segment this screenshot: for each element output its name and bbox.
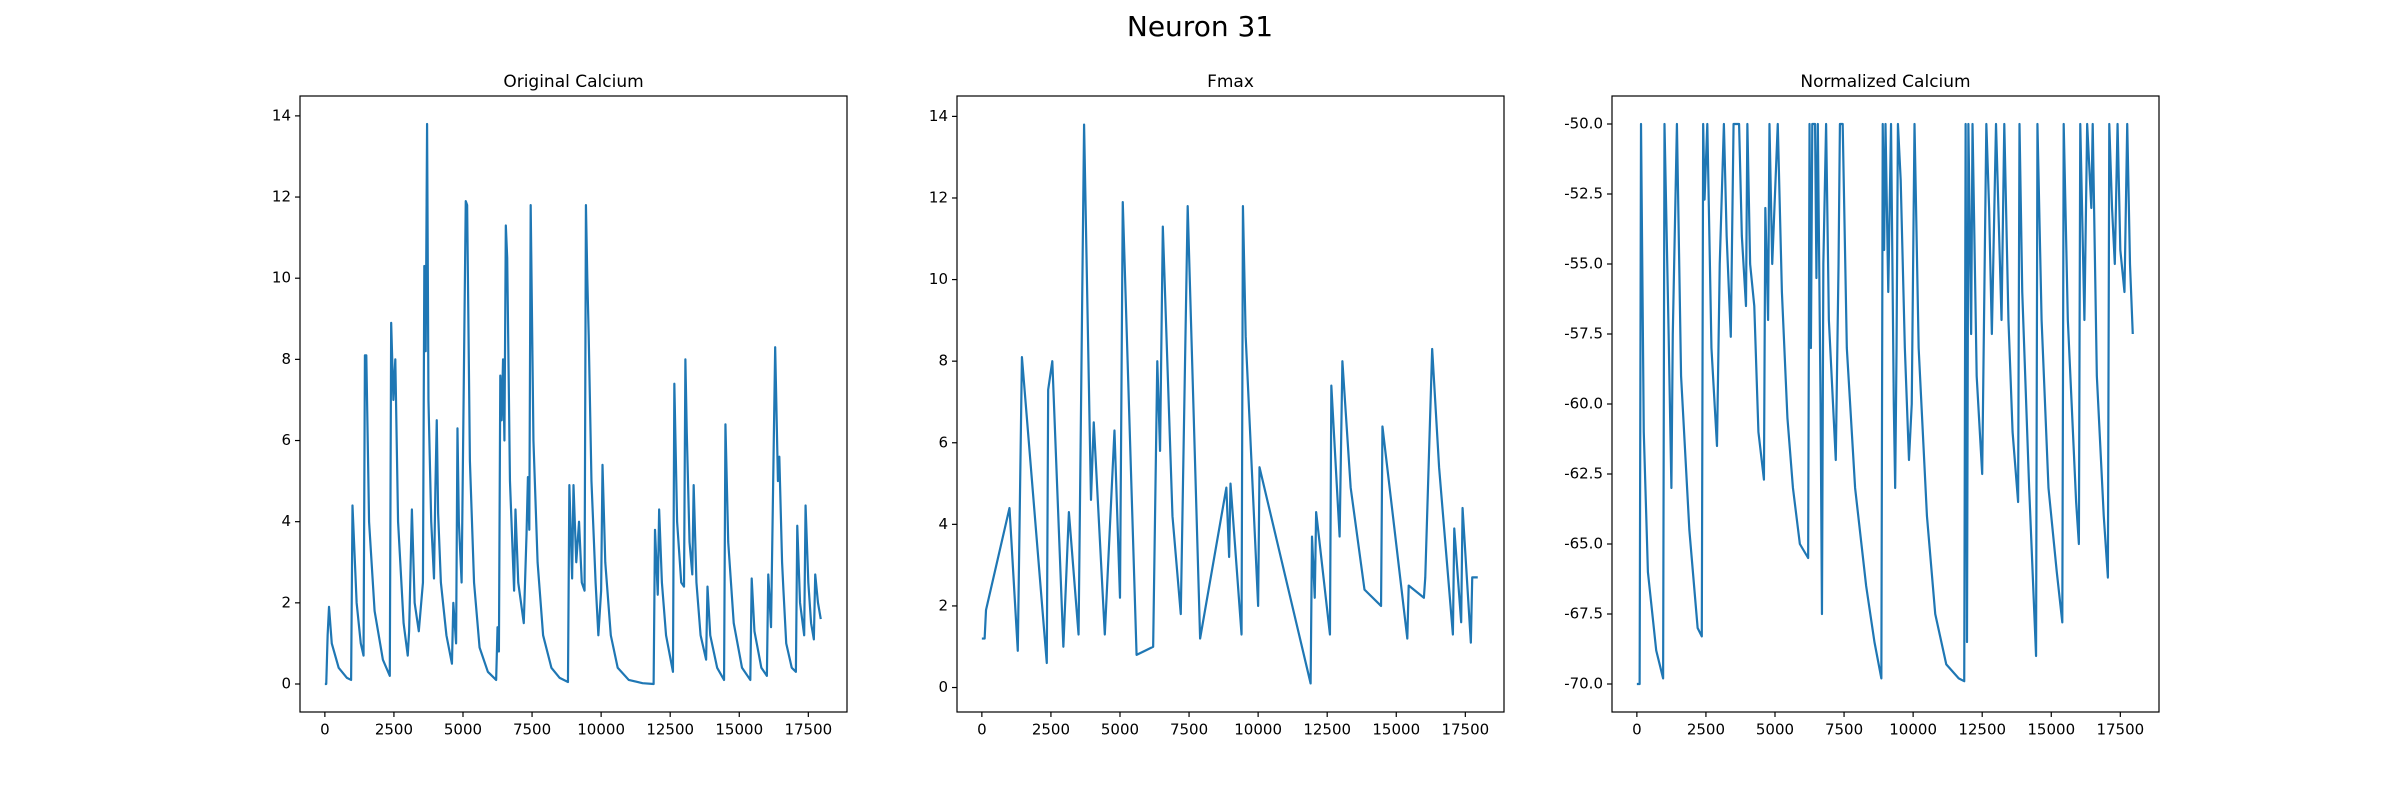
y-tick-label: 0 bbox=[938, 678, 948, 696]
y-tick-label: 4 bbox=[938, 515, 948, 533]
y-tick-label: 0 bbox=[281, 675, 291, 693]
x-tick-label: 0 bbox=[1632, 721, 1642, 739]
y-tick-label: -57.5 bbox=[1564, 325, 1603, 343]
y-tick-label: -70.0 bbox=[1564, 675, 1603, 693]
y-tick-label: 14 bbox=[272, 106, 291, 124]
x-tick-label: 15000 bbox=[1372, 721, 1420, 739]
y-tick-label: 12 bbox=[272, 188, 291, 206]
figure-title: Neuron 31 bbox=[1127, 10, 1273, 43]
y-tick-label: 2 bbox=[281, 593, 291, 611]
x-tick-label: 7500 bbox=[1825, 721, 1863, 739]
x-tick-label: 17500 bbox=[2096, 721, 2144, 739]
y-tick-label: 6 bbox=[938, 433, 948, 451]
x-tick-label: 0 bbox=[320, 721, 330, 739]
y-tick-label: -55.0 bbox=[1564, 255, 1603, 273]
x-tick-label: 12500 bbox=[646, 721, 694, 739]
y-tick-label: -67.5 bbox=[1564, 605, 1603, 623]
x-tick-label: 5000 bbox=[1101, 721, 1139, 739]
x-tick-label: 0 bbox=[977, 721, 987, 739]
y-tick-label: 8 bbox=[281, 350, 291, 368]
axes-title: Fmax bbox=[1207, 72, 1254, 92]
x-tick-label: 7500 bbox=[513, 721, 551, 739]
x-tick-label: 15000 bbox=[715, 721, 763, 739]
x-tick-label: 7500 bbox=[1170, 721, 1208, 739]
x-tick-label: 15000 bbox=[2027, 721, 2075, 739]
x-tick-label: 12500 bbox=[1303, 721, 1351, 739]
x-tick-label: 17500 bbox=[1441, 721, 1489, 739]
y-tick-label: 10 bbox=[929, 270, 948, 288]
x-tick-label: 12500 bbox=[1958, 721, 2006, 739]
axes-frame bbox=[299, 95, 848, 713]
y-tick-label: 8 bbox=[938, 352, 948, 370]
axes-frame bbox=[1611, 95, 2160, 713]
x-tick-label: 17500 bbox=[784, 721, 832, 739]
axes-title: Normalized Calcium bbox=[1800, 72, 1970, 92]
x-tick-label: 5000 bbox=[1756, 721, 1794, 739]
x-tick-label: 2500 bbox=[1032, 721, 1070, 739]
y-tick-label: 4 bbox=[281, 512, 291, 530]
y-tick-label: -65.0 bbox=[1564, 535, 1603, 553]
x-tick-label: 10000 bbox=[577, 721, 625, 739]
y-tick-label: -62.5 bbox=[1564, 465, 1603, 483]
y-tick-label: 6 bbox=[281, 431, 291, 449]
x-tick-label: 5000 bbox=[444, 721, 482, 739]
data-line bbox=[981, 123, 1478, 685]
y-tick-label: -50.0 bbox=[1564, 115, 1603, 133]
x-tick-label: 10000 bbox=[1234, 721, 1282, 739]
y-tick-label: 10 bbox=[272, 269, 291, 287]
y-tick-label: 2 bbox=[938, 596, 948, 614]
x-tick-label: 2500 bbox=[1687, 721, 1725, 739]
y-tick-label: 14 bbox=[929, 107, 948, 125]
data-line bbox=[1636, 122, 2134, 686]
y-tick-label: -60.0 bbox=[1564, 395, 1603, 413]
axes-title: Original Calcium bbox=[503, 72, 643, 92]
x-tick-label: 2500 bbox=[375, 721, 413, 739]
axes-frame bbox=[956, 95, 1505, 713]
data-line bbox=[324, 122, 822, 686]
x-tick-label: 10000 bbox=[1889, 721, 1937, 739]
y-tick-label: -52.5 bbox=[1564, 185, 1603, 203]
y-tick-label: 12 bbox=[929, 188, 948, 206]
